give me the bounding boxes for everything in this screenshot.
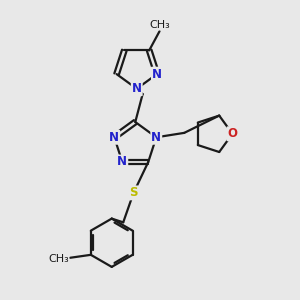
Text: CH₃: CH₃ bbox=[149, 20, 170, 30]
Text: N: N bbox=[117, 155, 127, 169]
Text: N: N bbox=[151, 131, 161, 144]
Text: S: S bbox=[129, 186, 138, 200]
Text: N: N bbox=[152, 68, 162, 81]
Text: CH₃: CH₃ bbox=[48, 254, 69, 264]
Text: O: O bbox=[227, 127, 237, 140]
Text: N: N bbox=[109, 131, 119, 144]
Text: N: N bbox=[132, 82, 142, 95]
